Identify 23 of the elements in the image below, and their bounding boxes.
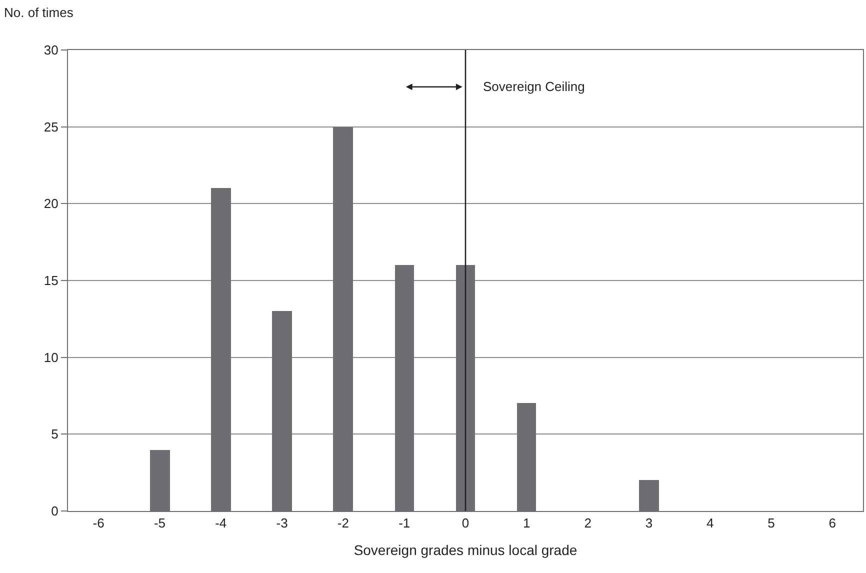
x-tick-label: -2: [337, 516, 349, 531]
x-tick-label: 0: [462, 516, 470, 531]
x-tick-label: 2: [584, 516, 592, 531]
y-tick-label: 30: [44, 42, 58, 58]
x-tick-label: -1: [398, 516, 410, 531]
y-axis-title: No. of times: [4, 5, 74, 20]
y-tick-label: 10: [44, 350, 58, 365]
y-tick-label: 5: [51, 426, 58, 442]
y-tick-label: 15: [44, 273, 58, 288]
y-tick-label: 25: [44, 119, 58, 134]
x-tick-label: 6: [828, 516, 836, 531]
x-tick-label: -6: [92, 516, 104, 531]
x-tick-label: 3: [645, 516, 653, 531]
x-tick-label: 5: [768, 516, 775, 531]
ref-line-label: Sovereign Ceiling: [483, 79, 585, 94]
x-tick-label: 4: [706, 516, 714, 531]
y-tick-label: 20: [44, 196, 58, 212]
x-tick-label: -3: [276, 516, 288, 531]
x-tick-label: -5: [154, 516, 166, 531]
y-tick-label: 0: [51, 504, 58, 519]
x-axis-title: Sovereign grades minus local grade: [354, 542, 578, 558]
x-tick-label: -4: [215, 516, 227, 531]
x-tick-label: 1: [523, 516, 530, 531]
